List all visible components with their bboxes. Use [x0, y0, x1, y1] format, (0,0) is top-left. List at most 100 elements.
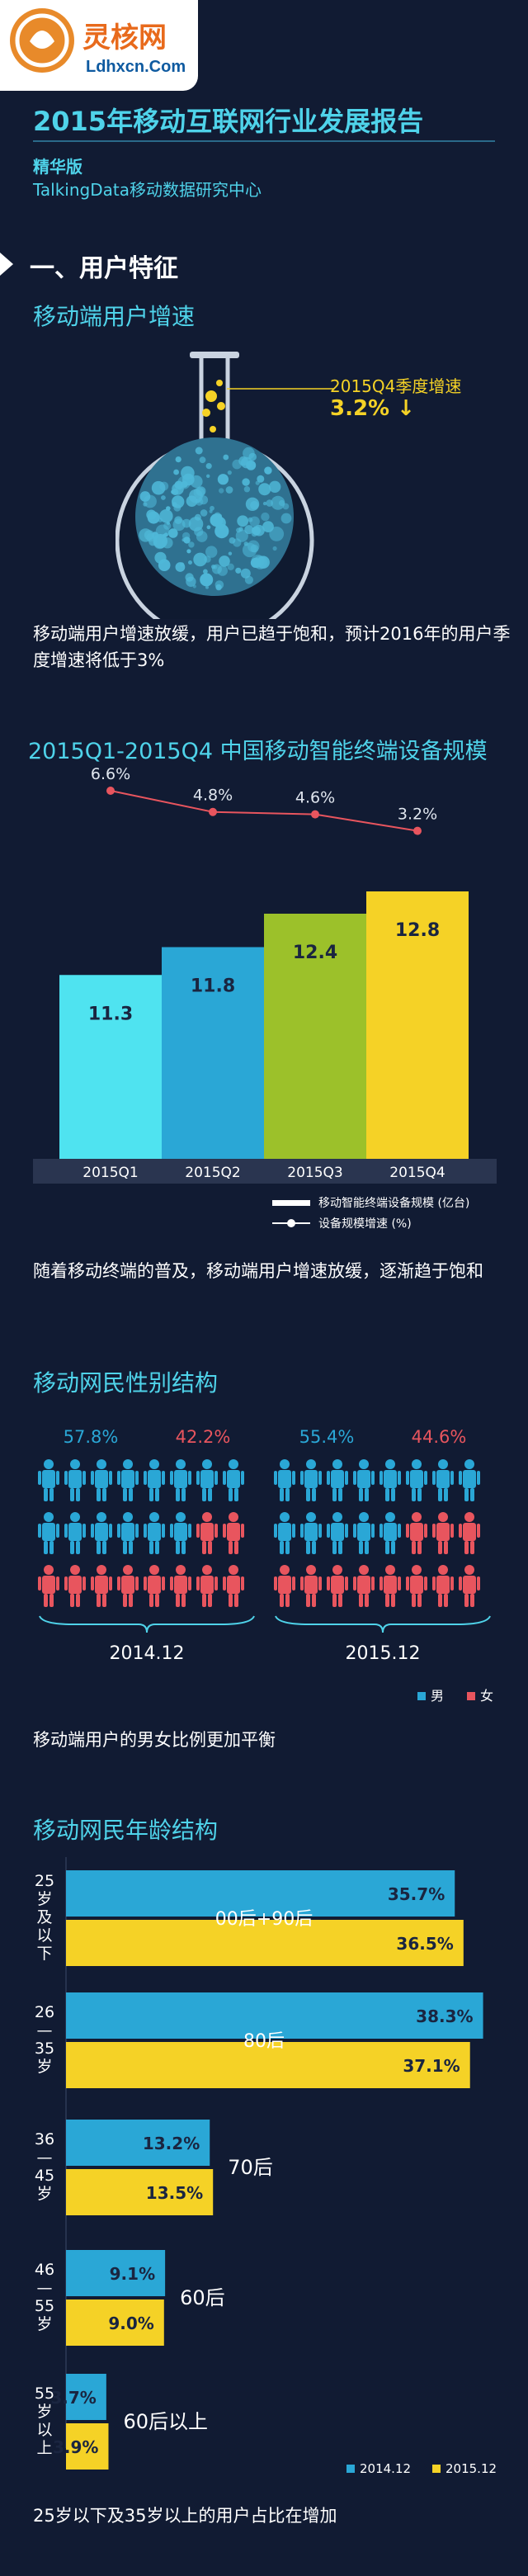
callout-label: 2015Q4季度增速 — [330, 376, 462, 396]
bubble-mark — [235, 529, 248, 542]
bubble-mark — [168, 528, 178, 538]
female-share-label: 44.6% — [412, 1427, 467, 1447]
person-icon — [196, 1565, 218, 1607]
person-icon — [170, 1565, 191, 1607]
bar-2015-2 — [66, 2169, 214, 2215]
edition-label: 精华版 — [33, 157, 82, 177]
bubble-mark — [243, 486, 251, 493]
bubble-mark — [232, 459, 242, 470]
person-icon — [327, 1512, 348, 1554]
male-share-label: 55.4% — [299, 1427, 355, 1447]
x-axis-band — [33, 1159, 497, 1184]
growth-text: 移动端用户增速放缓，用户已趋于饱和，预计2016年的用户季度增速将低于3% — [33, 624, 511, 670]
bar-2014-0 — [66, 1870, 455, 1917]
bubble-mark — [257, 555, 270, 569]
bubble-mark — [280, 513, 292, 524]
bubble-mark — [252, 527, 259, 534]
site-logo[interactable]: 灵核网 Ldhxcn.Com — [0, 0, 198, 91]
flask-illustration — [116, 352, 314, 619]
female-share-label: 42.2% — [176, 1427, 231, 1447]
generation-tag: 80后 — [243, 2031, 285, 2052]
person-icon — [459, 1459, 480, 1501]
person-icon — [144, 1459, 165, 1501]
bubble-mark — [139, 491, 151, 502]
legend-female-label: 女 — [480, 1688, 493, 1704]
person-icon — [64, 1459, 86, 1501]
bubble-mark — [143, 502, 148, 507]
bubble-mark — [262, 501, 267, 506]
person-icon — [117, 1512, 139, 1554]
bubble-mark — [210, 505, 214, 511]
person-icon — [300, 1459, 322, 1501]
people-grid-2014.12 — [38, 1459, 244, 1607]
x-tick-label: 2015Q1 — [82, 1165, 138, 1181]
bar-2014-1 — [66, 1992, 483, 2039]
bubble-mark — [183, 536, 191, 544]
legend-line-label: 设备规模增速 (%) — [318, 1217, 412, 1230]
person-icon — [432, 1459, 454, 1501]
bubble-mark — [219, 555, 230, 567]
bubble-mark — [190, 475, 203, 489]
bubble-mark — [237, 515, 249, 527]
x-tick-label: 2015Q2 — [185, 1165, 240, 1181]
growth-rate-line — [110, 790, 418, 832]
bubble-mark — [188, 560, 192, 565]
person-icon — [274, 1565, 295, 1607]
bubble-mark — [188, 541, 195, 548]
person-icon — [64, 1512, 86, 1554]
bubble-mark — [214, 517, 226, 529]
bubble-mark — [146, 509, 157, 520]
bar-2015-value: 13.5% — [146, 2183, 203, 2203]
person-icon — [406, 1565, 427, 1607]
bubble-mark — [192, 584, 196, 588]
callout-value: 3.2% ↓ — [330, 396, 415, 421]
person-icon — [353, 1459, 375, 1501]
bubble-mark — [146, 533, 155, 542]
person-icon — [353, 1512, 375, 1554]
person-icon — [380, 1512, 401, 1554]
bar-2015-4 — [66, 2423, 109, 2470]
device-chart-title: 2015Q1-2015Q4 中国移动智能终端设备规模 — [28, 739, 488, 764]
person-icon — [327, 1459, 348, 1501]
bubble-mark — [227, 470, 232, 475]
category-label: 26—35 岁 — [35, 2003, 54, 2076]
bubble-mark — [257, 475, 265, 483]
growth-rate-label: 6.6% — [91, 768, 130, 783]
bar-2015-value: 9.0% — [108, 2314, 153, 2333]
bubble-mark — [245, 497, 260, 511]
section-title: 一、用户特征 — [30, 254, 178, 283]
person-icon — [432, 1512, 454, 1554]
person-icon — [353, 1565, 375, 1607]
brand-name: 灵核网 — [82, 21, 167, 54]
growth-rate-label: 4.6% — [295, 789, 335, 807]
person-icon — [327, 1565, 348, 1607]
bubble-mark — [271, 495, 285, 510]
bubble-mark — [163, 522, 172, 530]
bubble-mark — [153, 536, 166, 550]
bar-2014-value: 9.1% — [110, 2264, 155, 2284]
bubble-mark — [175, 562, 186, 572]
person-icon — [196, 1512, 218, 1554]
bubble-mark — [159, 509, 173, 523]
bar-2014-value: 13.2% — [143, 2134, 200, 2153]
title-divider — [33, 140, 495, 142]
bubble-mark — [175, 456, 182, 463]
logo-icon — [10, 8, 74, 73]
legend-bar-label: 移动智能终端设备规模 (亿台) — [318, 1196, 469, 1210]
bubble-mark — [189, 489, 203, 503]
bar-2014-value: 38.3% — [416, 2006, 473, 2026]
legend-2014-label: 2014.12 — [360, 2461, 411, 2476]
age-title: 移动网民年龄结构 — [33, 1817, 219, 1844]
category-label: 55 岁以上 — [35, 2385, 54, 2457]
person-icon — [38, 1512, 59, 1554]
growth-rate-label: 4.8% — [193, 787, 233, 805]
bar-2015-value: 37.1% — [403, 2056, 460, 2076]
bubble-mark — [206, 474, 210, 478]
bar-2015Q1 — [59, 975, 162, 1159]
bubble-mark — [217, 513, 222, 518]
bubble-mark — [172, 518, 186, 532]
person-icon — [64, 1565, 86, 1607]
bubble-mark — [195, 447, 203, 455]
callout-leader-line — [227, 388, 334, 390]
bubble-mark — [215, 584, 222, 591]
